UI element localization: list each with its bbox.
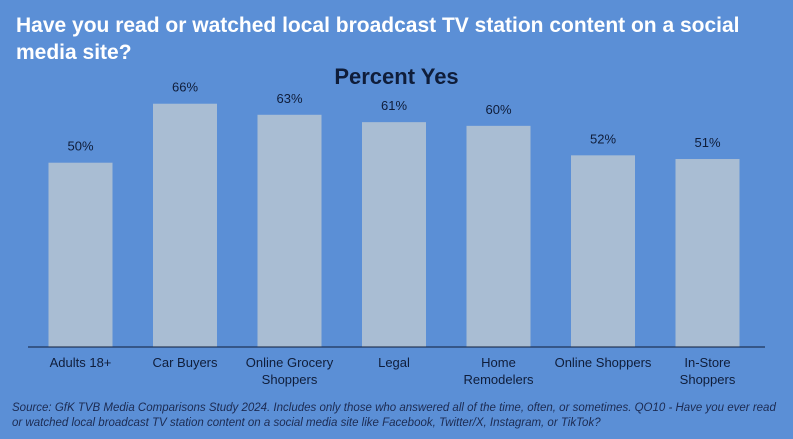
bar-value-label: 66% — [172, 80, 198, 95]
bars-group — [48, 103, 740, 348]
bar — [257, 114, 322, 347]
bar — [466, 125, 531, 347]
bar — [153, 103, 217, 347]
chart-subtitle: Percent Yes — [334, 64, 459, 89]
source-note: Source: GfK TVB Media Comparisons Study … — [12, 402, 776, 429]
category-label: Remodelers — [463, 372, 534, 387]
bar-value-label: 52% — [590, 131, 616, 146]
chart-title: Have you read or watched local broadcast… — [16, 14, 740, 64]
category-label: Shoppers — [680, 372, 736, 387]
category-label: In-Store — [684, 355, 730, 370]
category-label: Shoppers — [262, 372, 318, 387]
category-label: Online Shoppers — [555, 355, 652, 370]
bar-value-label: 50% — [67, 139, 93, 154]
bar-value-label: 51% — [694, 135, 720, 150]
bar-value-label: 61% — [381, 98, 407, 113]
category-label: Adults 18+ — [50, 355, 112, 370]
bar-value-label: 63% — [276, 91, 302, 106]
category-label: Home — [481, 355, 516, 370]
bar-value-label: 60% — [485, 102, 511, 117]
bar — [362, 122, 426, 348]
category-label: Online Grocery — [246, 355, 334, 370]
category-label: Legal — [378, 355, 410, 370]
bar — [675, 159, 740, 347]
bar — [48, 162, 113, 347]
category-label: Car Buyers — [152, 355, 218, 370]
bar — [571, 155, 635, 347]
value-labels-group: 50% 66% 63% 61% 60% 52% 51% — [67, 80, 720, 154]
category-labels-group: Adults 18+ Car Buyers Online Grocery Shoppe… — [50, 355, 736, 387]
